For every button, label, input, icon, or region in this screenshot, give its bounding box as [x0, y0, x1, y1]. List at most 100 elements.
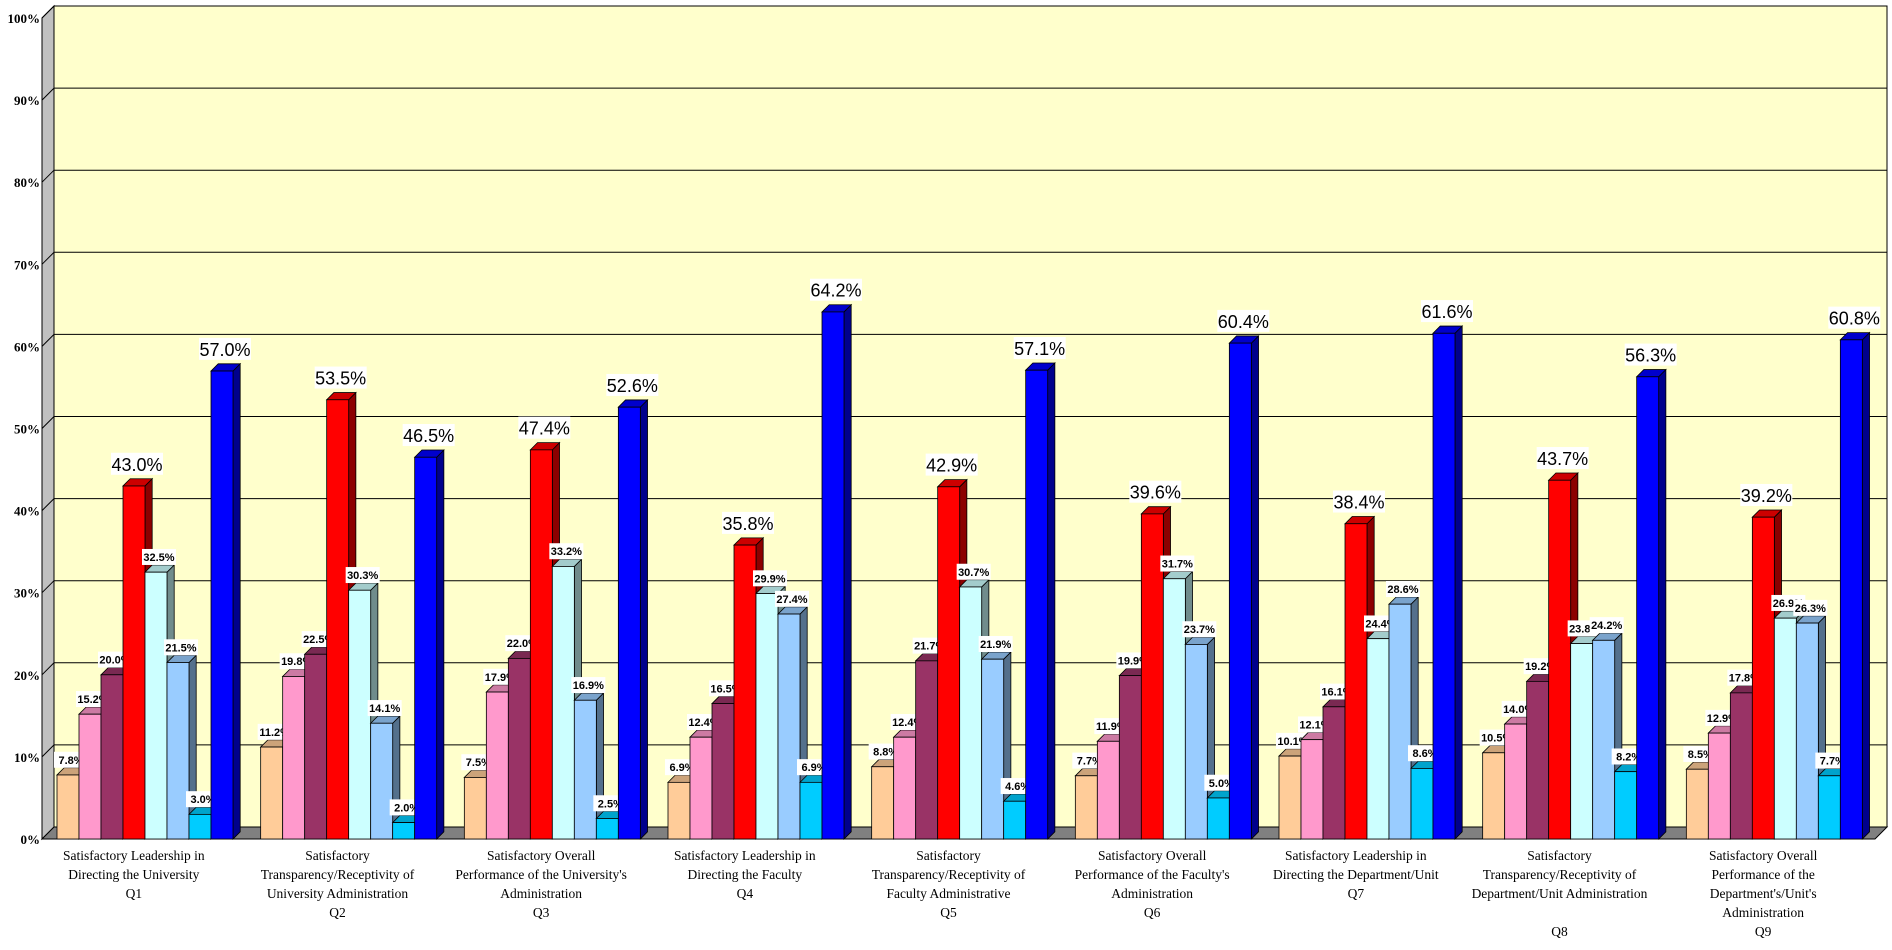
data-label-bg: [1828, 306, 1881, 329]
bar: [915, 660, 939, 840]
data-label-bg: [978, 636, 1013, 653]
data-label: 23.7%: [1184, 624, 1215, 636]
bar: [1839, 339, 1863, 840]
data-label-bg: [402, 424, 455, 447]
data-label-bg: [1129, 480, 1182, 503]
bar: [282, 676, 306, 840]
data-label: 7.7%: [1820, 756, 1845, 768]
bar: [893, 736, 917, 840]
category-label: Performance of the University's: [455, 867, 627, 882]
bar: [1817, 775, 1841, 840]
data-label: 7.5%: [466, 757, 491, 769]
data-label-bg: [722, 511, 774, 534]
data-label: 2.5%: [598, 798, 623, 810]
category-label: Q7: [1348, 886, 1365, 901]
data-label: 52.6%: [607, 376, 658, 396]
bar: [1570, 643, 1594, 840]
data-label: 5.0%: [1209, 778, 1234, 790]
data-label-bg: [518, 416, 571, 439]
bar: [689, 736, 713, 840]
bar: [1773, 617, 1797, 840]
bar: [937, 486, 961, 840]
gridline: [41, 5, 1887, 19]
bar: [551, 566, 575, 840]
category-label: Directing the Faculty: [687, 867, 802, 882]
bar: [1432, 332, 1456, 840]
bar: [1482, 752, 1506, 840]
category-label: Q2: [329, 905, 346, 920]
data-label-bg: [1589, 617, 1624, 634]
category-label: Performance of the: [1711, 867, 1814, 882]
y-tick-label: 60%: [14, 339, 40, 354]
category-label: Satisfactory Overall: [487, 848, 596, 863]
bar: [1751, 516, 1775, 840]
bar: [304, 653, 328, 840]
bar: [959, 586, 983, 840]
category-label: Satisfactory Leadership in: [674, 848, 816, 863]
data-label: 14.1%: [369, 703, 400, 715]
bar: [1388, 603, 1412, 840]
data-label: 31.7%: [1162, 559, 1193, 571]
data-label: 39.6%: [1130, 483, 1181, 503]
category-label: Transparency/Receptivity of: [261, 867, 415, 882]
category-label: Satisfactory: [1527, 848, 1592, 863]
y-tick-label: 70%: [14, 257, 40, 272]
y-tick-label: 10%: [14, 750, 40, 765]
bar: [799, 781, 823, 840]
data-label: 27.4%: [776, 594, 807, 606]
bar: [78, 713, 102, 840]
y-tick-label: 90%: [14, 93, 40, 108]
category-label: Q6: [1144, 905, 1161, 920]
bar-side: [1454, 325, 1463, 840]
bar: [1162, 578, 1186, 840]
bar: [1685, 768, 1709, 840]
category-label: Faculty Administrative: [886, 886, 1010, 901]
gridline: [41, 87, 1887, 101]
data-label: 35.8%: [722, 514, 773, 534]
data-label-bg: [1793, 599, 1828, 616]
data-label-bg: [775, 590, 809, 607]
data-label-bg: [1160, 555, 1195, 572]
bar: [1096, 740, 1120, 840]
data-label: 7.8%: [58, 755, 83, 767]
data-label-bg: [1421, 300, 1473, 323]
y-tick-label: 40%: [14, 504, 40, 519]
category-label: Department's/Unit's: [1710, 886, 1817, 901]
data-label: 38.4%: [1333, 493, 1384, 513]
gridline: [41, 416, 1887, 429]
data-label-bg: [199, 337, 251, 360]
bar: [1184, 644, 1208, 840]
data-label-bg: [606, 373, 659, 396]
data-label-bg: [1386, 580, 1420, 597]
data-label: 60.8%: [1829, 309, 1880, 329]
data-label-bg: [111, 452, 163, 475]
data-label: 39.2%: [1741, 486, 1792, 506]
bar: [1344, 523, 1368, 840]
category-label: University Administration: [267, 886, 409, 901]
data-label-bg: [1624, 343, 1677, 366]
category-label: Q8: [1551, 924, 1568, 939]
data-label: 46.5%: [403, 426, 454, 446]
data-label: 8.2%: [1616, 751, 1641, 763]
gridline: [41, 498, 1887, 511]
category-label: Administration: [1722, 905, 1804, 920]
category-label: Satisfactory Leadership in: [1285, 848, 1427, 863]
data-label: 8.8%: [873, 747, 898, 759]
data-label-bg: [571, 677, 606, 694]
bar: [821, 311, 845, 840]
category-label: Q9: [1755, 924, 1772, 939]
bar: [1526, 680, 1550, 840]
bar: [122, 485, 146, 840]
data-label: 21.5%: [165, 642, 196, 654]
data-label-bg: [1333, 490, 1385, 513]
bar: [485, 691, 509, 840]
bar: [100, 674, 124, 840]
bar: [1592, 639, 1616, 840]
data-label: 6.9%: [669, 762, 694, 774]
category-label: Q1: [126, 886, 143, 901]
data-label: 4.6%: [1005, 781, 1030, 793]
y-tick-label: 50%: [14, 422, 40, 437]
data-label: 43.7%: [1537, 449, 1588, 469]
bar-side: [436, 449, 445, 840]
bar-side: [232, 362, 241, 840]
